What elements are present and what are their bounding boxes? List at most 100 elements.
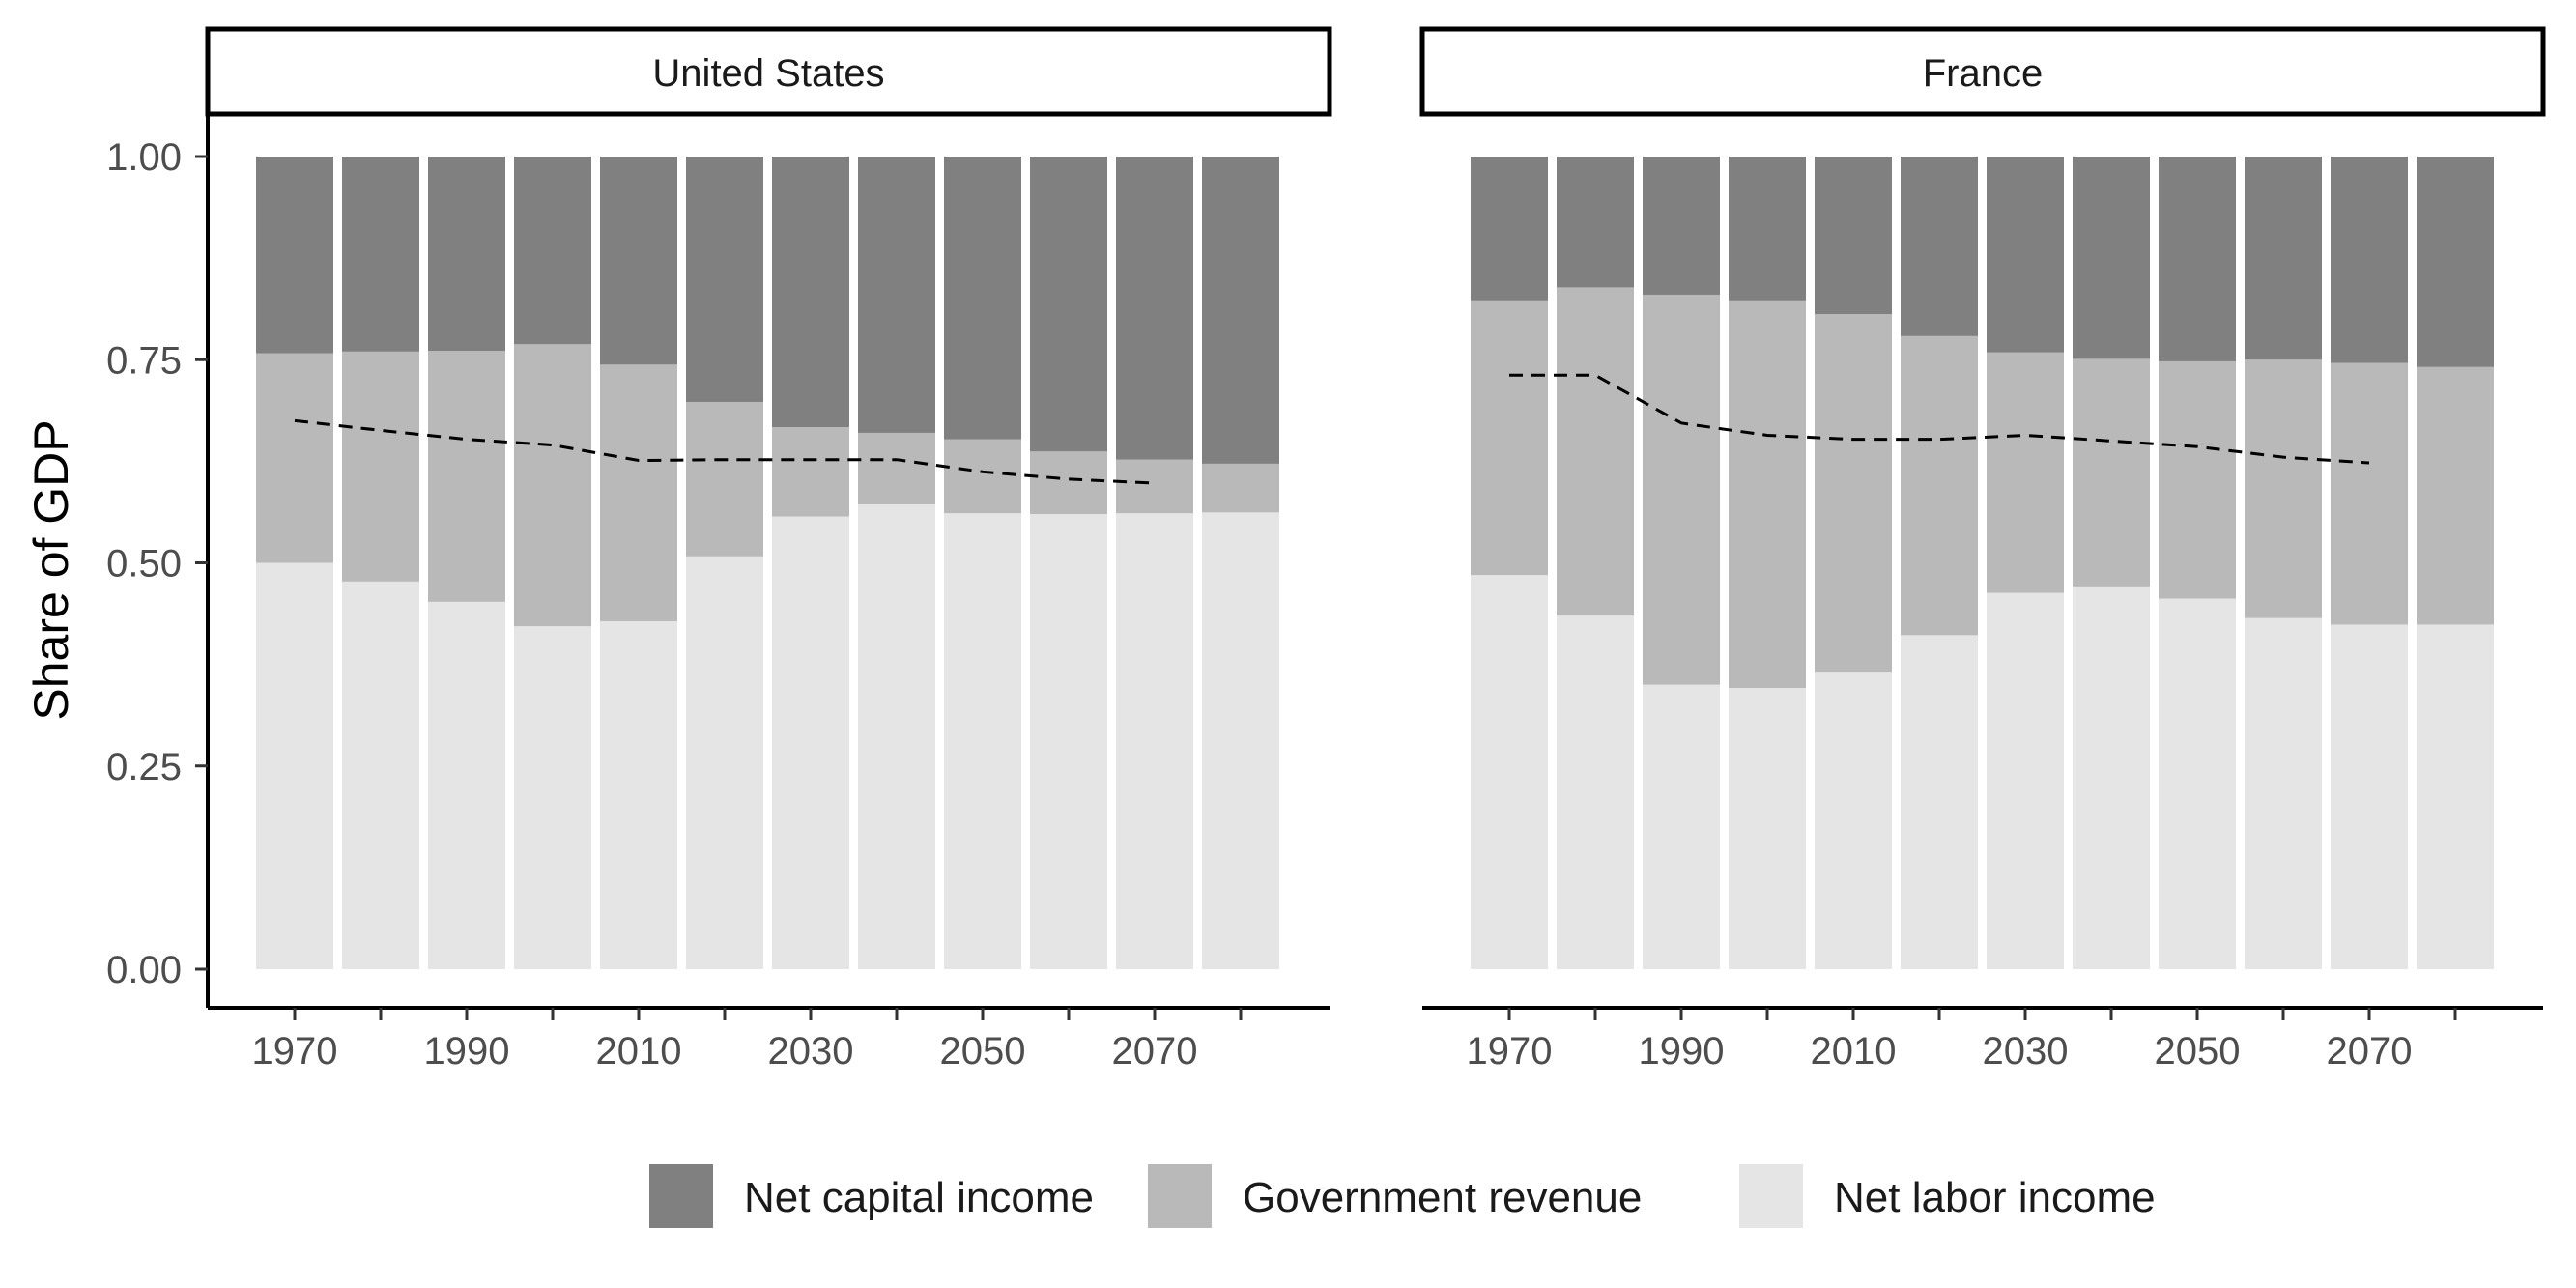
x-tick-label: 1990 <box>1639 1030 1725 1073</box>
bar-government-revenue <box>2417 366 2494 625</box>
legend: Net capital income Government revenue Net … <box>649 1164 2156 1228</box>
bar-government-revenue <box>1116 459 1193 514</box>
bar-net-capital-income <box>1643 157 1720 295</box>
bar-net-capital-income <box>1987 157 2064 353</box>
bar-net-capital-income <box>2417 157 2494 367</box>
bar-net-capital-income <box>1729 157 1806 301</box>
bar-government-revenue <box>2331 362 2408 625</box>
panel-strip <box>205 26 1332 117</box>
bar-government-revenue <box>1202 463 1279 513</box>
bar-net-labor-income <box>2245 617 2322 969</box>
legend-swatch <box>1148 1164 1212 1228</box>
x-tick-label: 2050 <box>940 1030 1026 1073</box>
dashed-line <box>294 418 1156 485</box>
bar-net-labor-income <box>944 513 1021 969</box>
legend-label: Government revenue <box>1243 1174 1642 1221</box>
bar-net-labor-income <box>600 621 677 969</box>
x-tick-label: 1970 <box>252 1030 338 1073</box>
bar-net-capital-income <box>428 157 505 351</box>
bar-net-capital-income <box>772 157 849 428</box>
y-axis-label: Share of GDP <box>24 419 78 720</box>
legend-swatch <box>1739 1164 1803 1228</box>
x-tick-label: 2030 <box>1983 1030 2069 1073</box>
bar-net-labor-income <box>2073 586 2150 969</box>
y-tick-label: 0.00 <box>106 949 182 991</box>
bar-net-capital-income <box>1116 157 1193 460</box>
bar-government-revenue <box>686 401 763 557</box>
bar-group <box>1471 157 2494 969</box>
bar-net-labor-income <box>514 626 591 969</box>
bar-net-labor-income <box>1116 513 1193 969</box>
bar-net-capital-income <box>600 157 677 365</box>
bar-government-revenue <box>1471 300 1548 576</box>
bar-government-revenue <box>428 350 505 602</box>
bar-net-capital-income <box>1557 157 1634 288</box>
bar-net-labor-income <box>1643 684 1720 969</box>
bar-net-labor-income <box>1202 512 1279 969</box>
bar-net-capital-income <box>2331 157 2408 363</box>
bar-government-revenue <box>256 353 333 563</box>
bar-government-revenue <box>772 427 849 517</box>
bar-government-revenue <box>1987 352 2064 593</box>
x-tick-label: 2070 <box>1112 1030 1198 1073</box>
bar-net-labor-income <box>1901 635 1978 969</box>
x-tick-label: 2010 <box>596 1030 682 1073</box>
panel-title: United States <box>652 52 884 95</box>
bar-government-revenue <box>2073 358 2150 587</box>
bar-net-labor-income <box>772 516 849 969</box>
y-tick-label: 0.50 <box>106 543 182 586</box>
panels: United States 1970 1990 2010 2030 2050 2070 Fra… <box>205 26 2546 1073</box>
y-tick-label: 1.00 <box>106 136 182 179</box>
bar-net-labor-income <box>342 581 419 969</box>
legend-swatch <box>649 1164 713 1228</box>
legend-item: Government revenue <box>1148 1164 1642 1228</box>
bar-net-capital-income <box>1202 157 1279 464</box>
legend-label: Net capital income <box>744 1174 1094 1221</box>
y-tick-label: 0.25 <box>106 746 182 788</box>
bar-net-labor-income <box>1030 514 1107 969</box>
bar-net-capital-income <box>256 157 333 354</box>
bar-net-labor-income <box>2417 624 2494 969</box>
bar-government-revenue <box>858 432 935 504</box>
bar-government-revenue <box>1030 451 1107 515</box>
bar-net-labor-income <box>1471 575 1548 969</box>
legend-item: Net capital income <box>649 1164 1094 1228</box>
legend-item: Net labor income <box>1739 1164 2156 1228</box>
y-axis: 0.00 0.25 0.50 0.75 1.00 <box>106 116 210 1008</box>
bar-net-labor-income <box>1815 672 1892 969</box>
bar-net-labor-income <box>256 562 333 969</box>
bar-government-revenue <box>944 439 1021 514</box>
bar-net-capital-income <box>1901 157 1978 336</box>
x-tick-label: 1990 <box>424 1030 510 1073</box>
bar-net-capital-income <box>944 157 1021 440</box>
bar-net-capital-income <box>686 157 763 402</box>
bar-government-revenue <box>2245 359 2322 618</box>
x-tick-label: 2030 <box>768 1030 854 1073</box>
bar-government-revenue <box>2159 360 2236 599</box>
bar-net-labor-income <box>686 556 763 969</box>
bar-net-capital-income <box>2159 157 2236 361</box>
bar-net-capital-income <box>1030 157 1107 452</box>
bar-net-labor-income <box>2331 624 2408 969</box>
x-tick-label: 2050 <box>2155 1030 2241 1073</box>
x-tick-label: 1970 <box>1467 1030 1553 1073</box>
legend-label: Net labor income <box>1834 1174 2156 1221</box>
bar-government-revenue <box>1815 314 1892 673</box>
bar-government-revenue <box>1557 287 1634 616</box>
bar-net-labor-income <box>1557 615 1634 969</box>
bar-net-capital-income <box>858 157 935 433</box>
bar-net-labor-income <box>2159 598 2236 969</box>
bar-net-capital-income <box>1815 157 1892 315</box>
bar-net-labor-income <box>858 503 935 969</box>
bar-government-revenue <box>1729 300 1806 689</box>
bar-net-capital-income <box>514 157 591 345</box>
bar-net-capital-income <box>2245 157 2322 360</box>
bar-government-revenue <box>1901 335 1978 636</box>
bar-net-capital-income <box>342 157 419 352</box>
bar-net-capital-income <box>1471 157 1548 301</box>
bar-government-revenue <box>1643 294 1720 685</box>
bar-government-revenue <box>600 364 677 622</box>
x-tick-label: 2010 <box>1811 1030 1897 1073</box>
panel-title: France <box>1923 52 2044 95</box>
